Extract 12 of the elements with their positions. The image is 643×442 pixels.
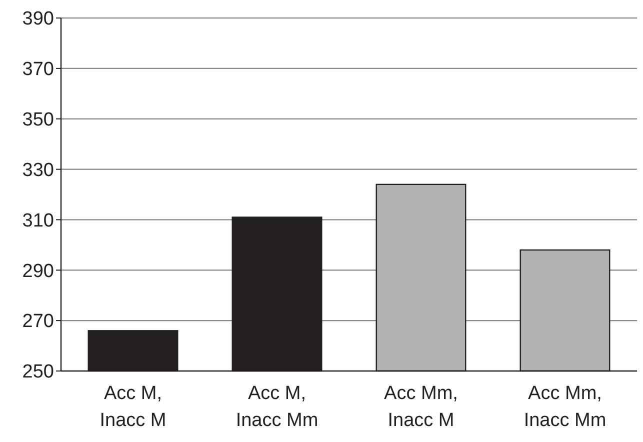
y-tick-label: 310 xyxy=(22,210,54,232)
x-tick-label: Acc Mm, Inacc Mm xyxy=(524,383,606,431)
x-tick-label: Acc Mm, Inacc M xyxy=(384,383,458,431)
y-tick-label: 370 xyxy=(22,59,54,80)
y-tick-label: 330 xyxy=(22,160,54,181)
y-tick-label: 250 xyxy=(22,362,54,383)
y-tick-label: 390 xyxy=(22,8,54,30)
x-tick-label: Acc M, Inacc M xyxy=(100,383,166,431)
y-tick-label: 290 xyxy=(22,260,54,282)
x-tick-label: Acc M, Inacc Mm xyxy=(236,383,318,431)
y-tick-label: 270 xyxy=(22,311,54,332)
y-tick-label: 350 xyxy=(22,110,54,131)
